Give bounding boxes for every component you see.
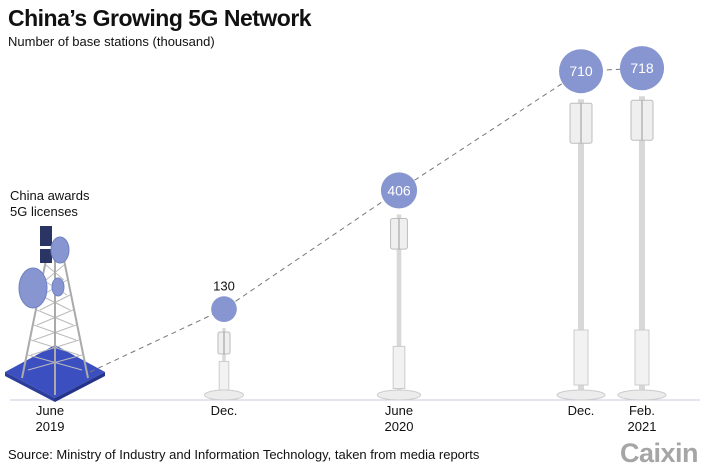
tower-base-side <box>55 372 105 402</box>
source-note: Source: Ministry of Industry and Informa… <box>8 447 480 462</box>
pole-footing <box>376 389 422 401</box>
pole-1 <box>203 327 245 401</box>
chart-title: China’s Growing 5G Network <box>8 5 312 31</box>
annotation-licenses: China awards 5G licenses <box>10 188 90 219</box>
pole-footing <box>556 389 606 401</box>
x-tick-label-4: Feb. <box>629 403 655 418</box>
pole-4 <box>617 96 667 401</box>
tower-2019 <box>5 226 105 402</box>
pole-2 <box>376 214 422 401</box>
value-bubble-2 <box>380 172 418 209</box>
value-label-3: 710 <box>569 63 593 79</box>
value-bubble-1 <box>211 296 237 322</box>
pole-sleeve <box>634 329 650 386</box>
x-tick-year-4: 2021 <box>628 419 657 434</box>
pole-sleeve <box>392 345 406 390</box>
tower-base-side <box>5 372 55 402</box>
value-label-4: 718 <box>630 60 654 76</box>
x-tick-label-1: Dec. <box>211 403 238 418</box>
pole-3 <box>556 99 606 401</box>
dish-antenna <box>18 267 48 309</box>
value-label-1: 130 <box>213 278 235 293</box>
pole-sleeve <box>573 329 589 386</box>
tower-top <box>40 249 52 263</box>
dish-antenna <box>51 277 65 297</box>
trend-line <box>89 67 643 373</box>
caixin-logo: Caixin <box>620 438 699 468</box>
chart-subtitle: Number of base stations (thousand) <box>8 34 215 49</box>
dish-antenna <box>50 236 70 264</box>
x-tick-label-0: June <box>36 403 64 418</box>
value-bubble-4 <box>619 46 665 91</box>
tower-top <box>40 226 52 246</box>
pole-footing <box>617 389 667 401</box>
value-label-2: 406 <box>387 182 411 198</box>
tower-leg <box>63 259 89 379</box>
pole-footing <box>203 389 245 401</box>
pole-sleeve <box>218 360 230 393</box>
x-tick-label-2: June <box>385 403 413 418</box>
value-bubble-3 <box>559 49 603 94</box>
x-tick-year-2: 2020 <box>385 419 414 434</box>
x-tick-label-3: Dec. <box>568 403 595 418</box>
x-tick-year-0: 2019 <box>36 419 65 434</box>
